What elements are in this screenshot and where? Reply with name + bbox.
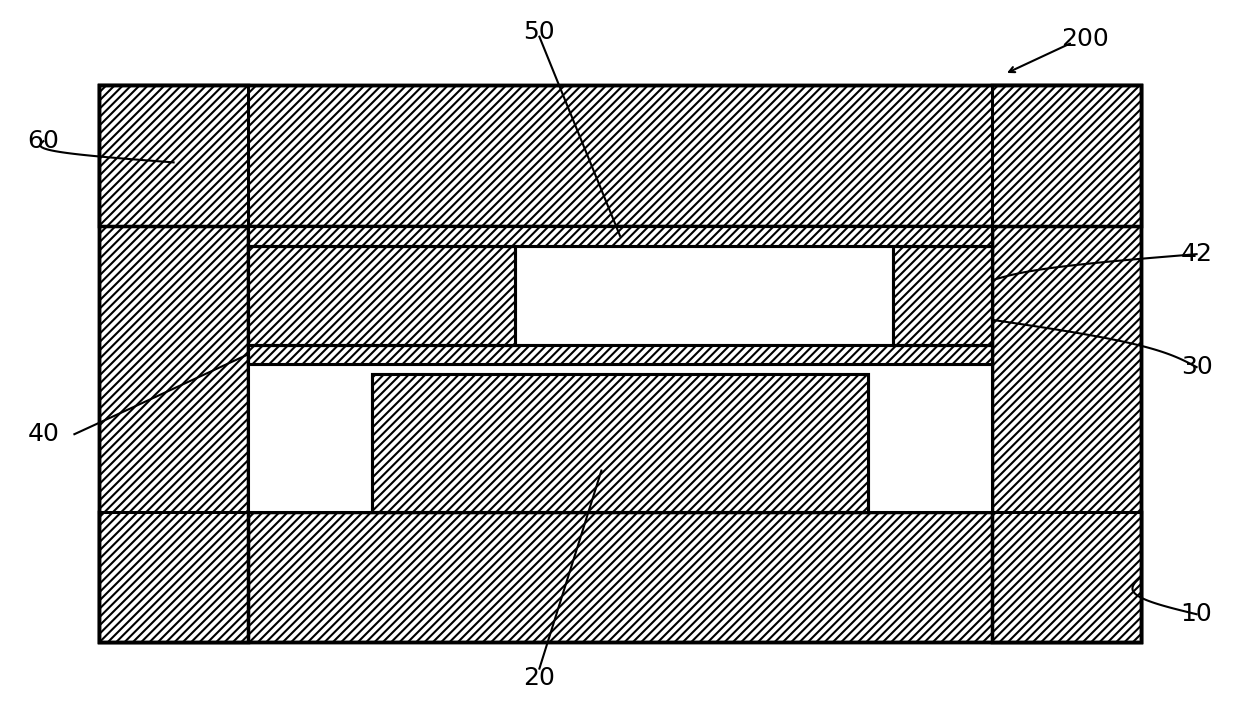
Text: 50: 50 <box>523 20 556 44</box>
Bar <box>893 246 992 345</box>
Text: 10: 10 <box>1180 602 1213 626</box>
Bar <box>372 374 868 512</box>
Text: 40: 40 <box>27 422 60 446</box>
Bar <box>99 85 1141 226</box>
Bar <box>372 374 868 512</box>
Bar <box>992 85 1141 642</box>
Text: 42: 42 <box>1180 242 1213 266</box>
Bar <box>248 246 515 345</box>
Bar <box>248 246 515 345</box>
Text: 30: 30 <box>1180 355 1213 379</box>
Bar <box>248 345 992 364</box>
Bar <box>248 226 992 246</box>
Bar <box>893 246 992 345</box>
Bar <box>99 85 1141 642</box>
Bar <box>248 345 992 364</box>
Text: 60: 60 <box>27 129 60 153</box>
Bar <box>248 226 992 246</box>
Text: 20: 20 <box>523 666 556 690</box>
Bar <box>99 85 248 642</box>
Text: 200: 200 <box>1061 27 1109 51</box>
Bar <box>248 226 992 512</box>
Bar <box>99 512 1141 642</box>
